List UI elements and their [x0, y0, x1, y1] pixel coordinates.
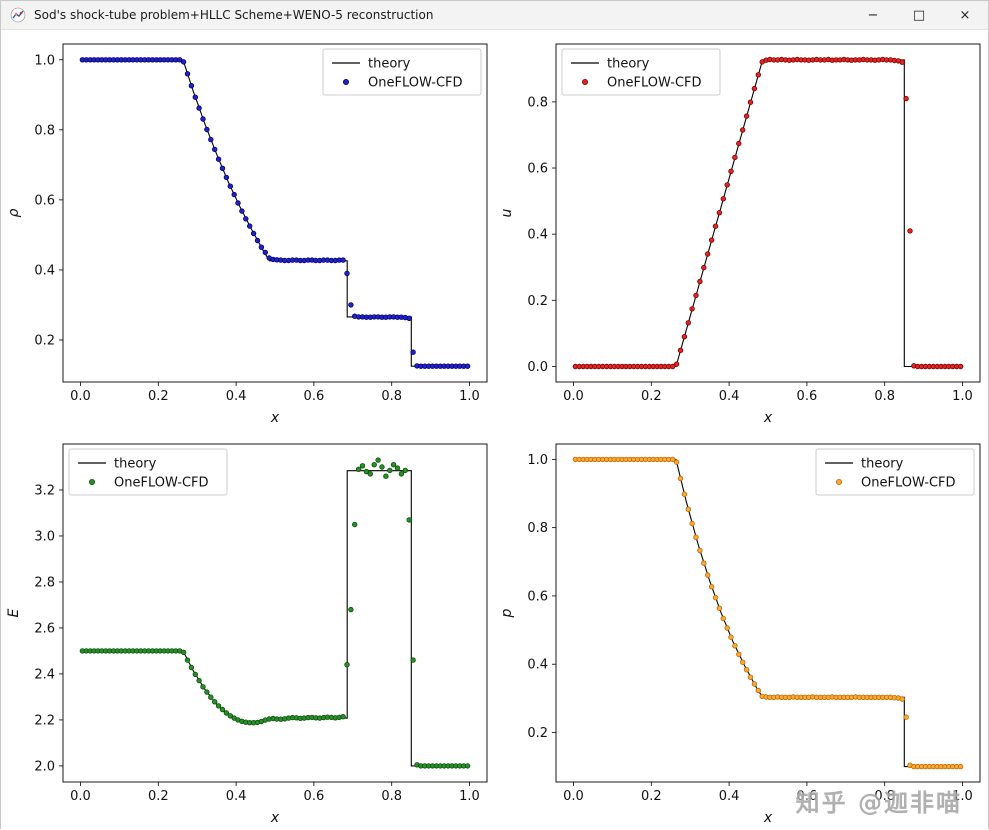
svg-text:0.4: 0.4 — [527, 658, 548, 673]
velocity-chart: 0.0 0.2 0.4 0.6 0.8 1.0 0.0 0.2 0.4 0.6 0.8 x u theor… — [499, 43, 981, 426]
svg-text:3.2: 3.2 — [34, 483, 55, 498]
figure-area: 0.0 0.2 0.4 0.6 0.8 1.0 0.2 0.4 0.6 0.8 1.0 x ρ theor… — [1, 30, 988, 830]
svg-text:1.0: 1.0 — [459, 389, 480, 404]
svg-text:0.0: 0.0 — [70, 389, 91, 404]
svg-text:2.6: 2.6 — [34, 621, 55, 636]
svg-text:1.0: 1.0 — [459, 789, 480, 804]
svg-text:x: x — [270, 810, 280, 826]
svg-text:0.8: 0.8 — [527, 95, 548, 110]
svg-text:0.2: 0.2 — [641, 789, 662, 804]
svg-text:x: x — [270, 410, 280, 426]
svg-text:2.8: 2.8 — [34, 575, 55, 590]
svg-text:1.0: 1.0 — [952, 789, 973, 804]
svg-text:0.2: 0.2 — [527, 726, 548, 741]
svg-text:0.4: 0.4 — [719, 789, 740, 804]
close-button[interactable]: × — [942, 1, 988, 29]
svg-text:0.4: 0.4 — [527, 228, 548, 243]
svg-text:0.2: 0.2 — [527, 294, 548, 309]
svg-text:theory: theory — [607, 57, 650, 72]
svg-text:OneFLOW-CFD: OneFLOW-CFD — [861, 476, 956, 491]
svg-text:1.0: 1.0 — [952, 389, 973, 404]
svg-text:2.0: 2.0 — [34, 759, 55, 774]
svg-text:0.8: 0.8 — [381, 389, 402, 404]
svg-text:0.0: 0.0 — [563, 789, 584, 804]
maximize-button[interactable]: □ — [896, 1, 942, 29]
svg-text:0.8: 0.8 — [34, 123, 55, 138]
energy-chart: 0.0 0.2 0.4 0.6 0.8 1.0 2.0 2.2 2.4 2.6 2.8 3.0 3.2 x… — [6, 443, 488, 826]
svg-text:2.2: 2.2 — [34, 713, 55, 728]
svg-text:0.4: 0.4 — [226, 389, 247, 404]
svg-text:0.0: 0.0 — [563, 389, 584, 404]
svg-text:0.6: 0.6 — [797, 389, 818, 404]
svg-text:p: p — [499, 608, 515, 618]
svg-text:theory: theory — [368, 57, 411, 72]
density-plot-panel: 0.0 0.2 0.4 0.6 0.8 1.0 0.2 0.4 0.6 0.8 1.0 x ρ theor… — [1, 30, 494, 430]
svg-text:0.4: 0.4 — [226, 789, 247, 804]
svg-text:x: x — [763, 410, 773, 426]
density-chart: 0.0 0.2 0.4 0.6 0.8 1.0 0.2 0.4 0.6 0.8 1.0 x ρ theor… — [6, 43, 488, 426]
svg-text:0.6: 0.6 — [527, 162, 548, 177]
svg-text:0.2: 0.2 — [641, 389, 662, 404]
svg-text:1.0: 1.0 — [34, 53, 55, 68]
svg-text:0.8: 0.8 — [527, 521, 548, 536]
svg-text:0.8: 0.8 — [874, 389, 895, 404]
app-icon — [9, 6, 27, 24]
svg-text:0.2: 0.2 — [148, 389, 169, 404]
svg-text:0.6: 0.6 — [34, 193, 55, 208]
svg-text:0.2: 0.2 — [148, 789, 169, 804]
svg-text:0.8: 0.8 — [381, 789, 402, 804]
svg-text:u: u — [499, 208, 515, 217]
svg-text:OneFLOW-CFD: OneFLOW-CFD — [114, 476, 209, 491]
window-title: Sod's shock-tube problem+HLLC Scheme+WEN… — [34, 8, 434, 22]
svg-text:0.4: 0.4 — [719, 389, 740, 404]
svg-text:0.4: 0.4 — [34, 263, 55, 278]
svg-text:3.0: 3.0 — [34, 529, 55, 544]
svg-text:E: E — [6, 608, 22, 617]
window-titlebar[interactable]: Sod's shock-tube problem+HLLC Scheme+WEN… — [1, 1, 988, 30]
svg-text:0.6: 0.6 — [527, 589, 548, 604]
window-controls: − □ × — [850, 1, 988, 29]
svg-text:0.2: 0.2 — [34, 333, 55, 348]
svg-text:0.0: 0.0 — [70, 789, 91, 804]
svg-text:2.4: 2.4 — [34, 667, 55, 682]
svg-text:OneFLOW-CFD: OneFLOW-CFD — [607, 76, 702, 91]
svg-text:1.0: 1.0 — [527, 453, 548, 468]
energy-plot-panel: 0.0 0.2 0.4 0.6 0.8 1.0 2.0 2.2 2.4 2.6 2.8 3.0 3.2 x… — [1, 430, 494, 830]
svg-text:theory: theory — [861, 457, 904, 472]
svg-text:OneFLOW-CFD: OneFLOW-CFD — [368, 76, 463, 91]
svg-text:0.8: 0.8 — [874, 789, 895, 804]
svg-text:0.6: 0.6 — [304, 389, 325, 404]
pressure-chart: 0.0 0.2 0.4 0.6 0.8 1.0 0.2 0.4 0.6 0.8 1.0 x p theor… — [499, 443, 981, 826]
svg-text:0.0: 0.0 — [527, 360, 548, 375]
svg-text:theory: theory — [114, 457, 157, 472]
svg-text:0.6: 0.6 — [304, 789, 325, 804]
pressure-plot-panel: 0.0 0.2 0.4 0.6 0.8 1.0 0.2 0.4 0.6 0.8 1.0 x p theor… — [494, 430, 987, 830]
minimize-button[interactable]: − — [850, 1, 896, 29]
svg-text:ρ: ρ — [6, 208, 22, 217]
svg-text:x: x — [763, 810, 773, 826]
svg-text:0.6: 0.6 — [797, 789, 818, 804]
velocity-plot-panel: 0.0 0.2 0.4 0.6 0.8 1.0 0.0 0.2 0.4 0.6 0.8 x u theor… — [494, 30, 987, 430]
